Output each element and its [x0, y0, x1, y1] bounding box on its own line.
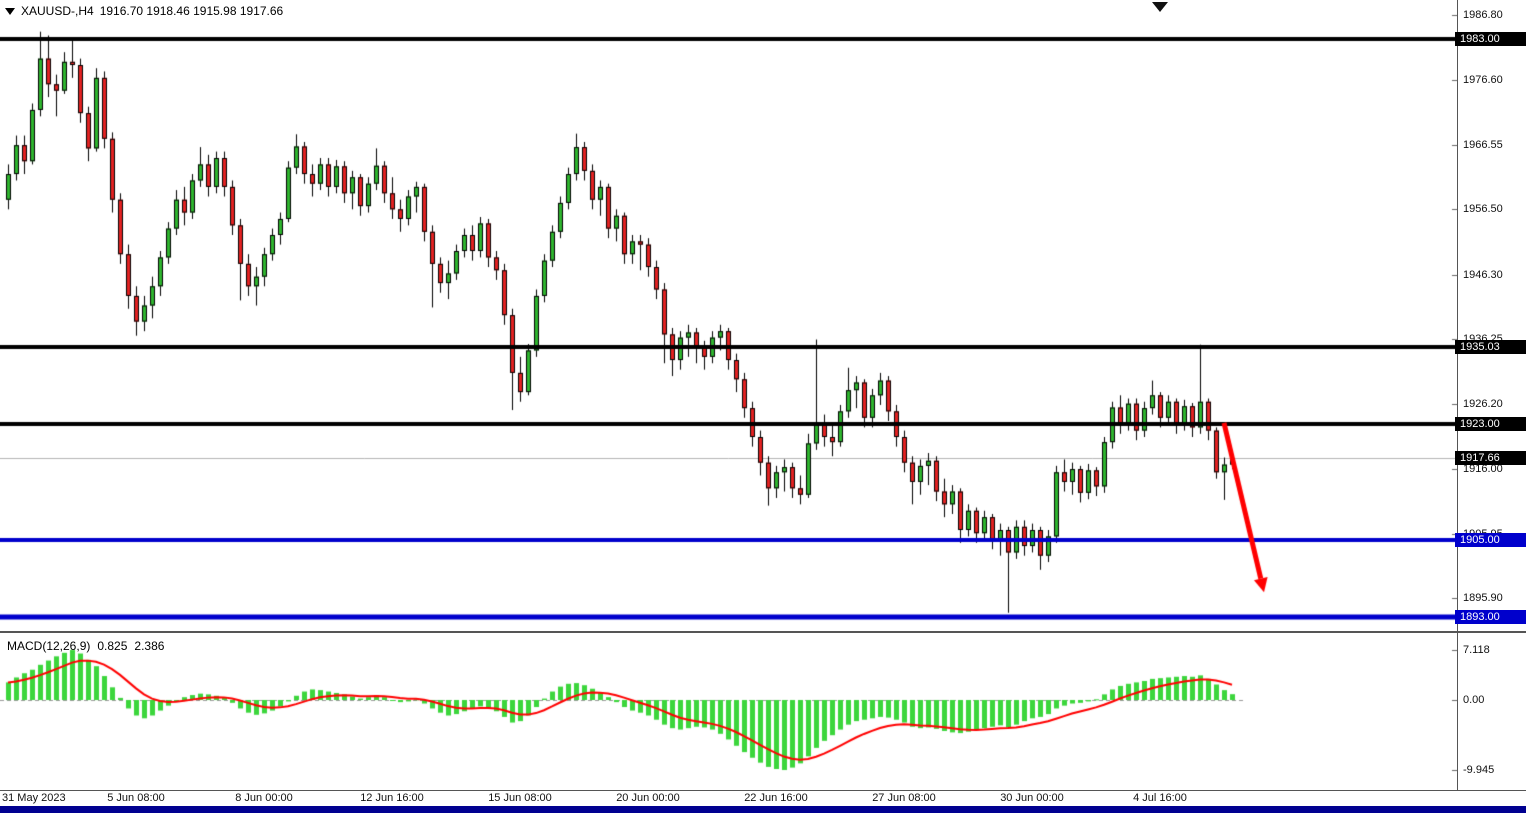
macd-main-value: 0.825: [97, 639, 128, 653]
macd-signal-value: 2.386: [134, 639, 165, 653]
time-label: 30 Jun 00:00: [1000, 792, 1064, 804]
macd-name: MACD(12,26,9): [7, 639, 91, 653]
time-label: 4 Jul 16:00: [1133, 792, 1187, 804]
time-label: 8 Jun 00:00: [235, 792, 293, 804]
price-tick: 1926.20: [1463, 397, 1503, 410]
price-tick: 1986.80: [1463, 9, 1503, 21]
price-level-label: 1935.03: [1455, 340, 1526, 355]
macd-tick: 0.00: [1463, 694, 1485, 706]
symbol-timeframe-label: XAUUSD-,H4: [21, 4, 94, 18]
price-level-label: 1893.00: [1455, 609, 1526, 624]
price-level-label: 1923.00: [1455, 417, 1526, 432]
chart-shift-marker-icon[interactable]: [1152, 2, 1168, 12]
current-price-label: 1917.66: [1455, 451, 1526, 466]
price-tick: 1895.90: [1463, 591, 1503, 604]
panel-divider[interactable]: [0, 631, 1526, 633]
price-chart-canvas[interactable]: [0, 0, 1457, 790]
time-axis[interactable]: 31 May 2023 5 Jun 08:00 8 Jun 00:00 12 Jun …: [0, 792, 1457, 806]
macd-tick: -9.945: [1463, 764, 1495, 776]
price-tick: 1956.50: [1463, 203, 1503, 216]
time-axis-divider: [0, 790, 1526, 791]
price-tick: 1976.60: [1463, 74, 1503, 87]
time-label: 20 Jun 00:00: [616, 792, 680, 804]
time-label: 12 Jun 16:00: [360, 792, 424, 804]
price-level-label: 1905.00: [1455, 532, 1526, 547]
time-label: 5 Jun 08:00: [107, 792, 165, 804]
price-tick: 1966.55: [1463, 138, 1503, 151]
time-label: 31 May 2023: [2, 792, 66, 804]
price-axis[interactable]: 1986.801976.601966.551956.501946.301936.…: [1455, 0, 1526, 790]
time-label: 22 Jun 16:00: [744, 792, 808, 804]
price-tick: 1916.00: [1463, 463, 1503, 476]
chart-symbol-header: XAUUSD-,H4 1916.70 1918.46 1915.98 1917.…: [5, 4, 283, 18]
ohlc-values: 1916.70 1918.46 1915.98 1917.66: [99, 4, 284, 18]
price-level-label: 1983.00: [1455, 32, 1526, 47]
collapse-triangle-icon[interactable]: [5, 7, 15, 15]
window-bottom-edge: [0, 806, 1526, 813]
macd-indicator-label: MACD(12,26,9) 0.825 2.386: [7, 639, 164, 653]
price-tick: 1946.30: [1463, 268, 1503, 281]
macd-tick: 7.118: [1463, 643, 1490, 656]
time-label: 15 Jun 08:00: [488, 792, 552, 804]
time-label: 27 Jun 08:00: [872, 792, 936, 804]
